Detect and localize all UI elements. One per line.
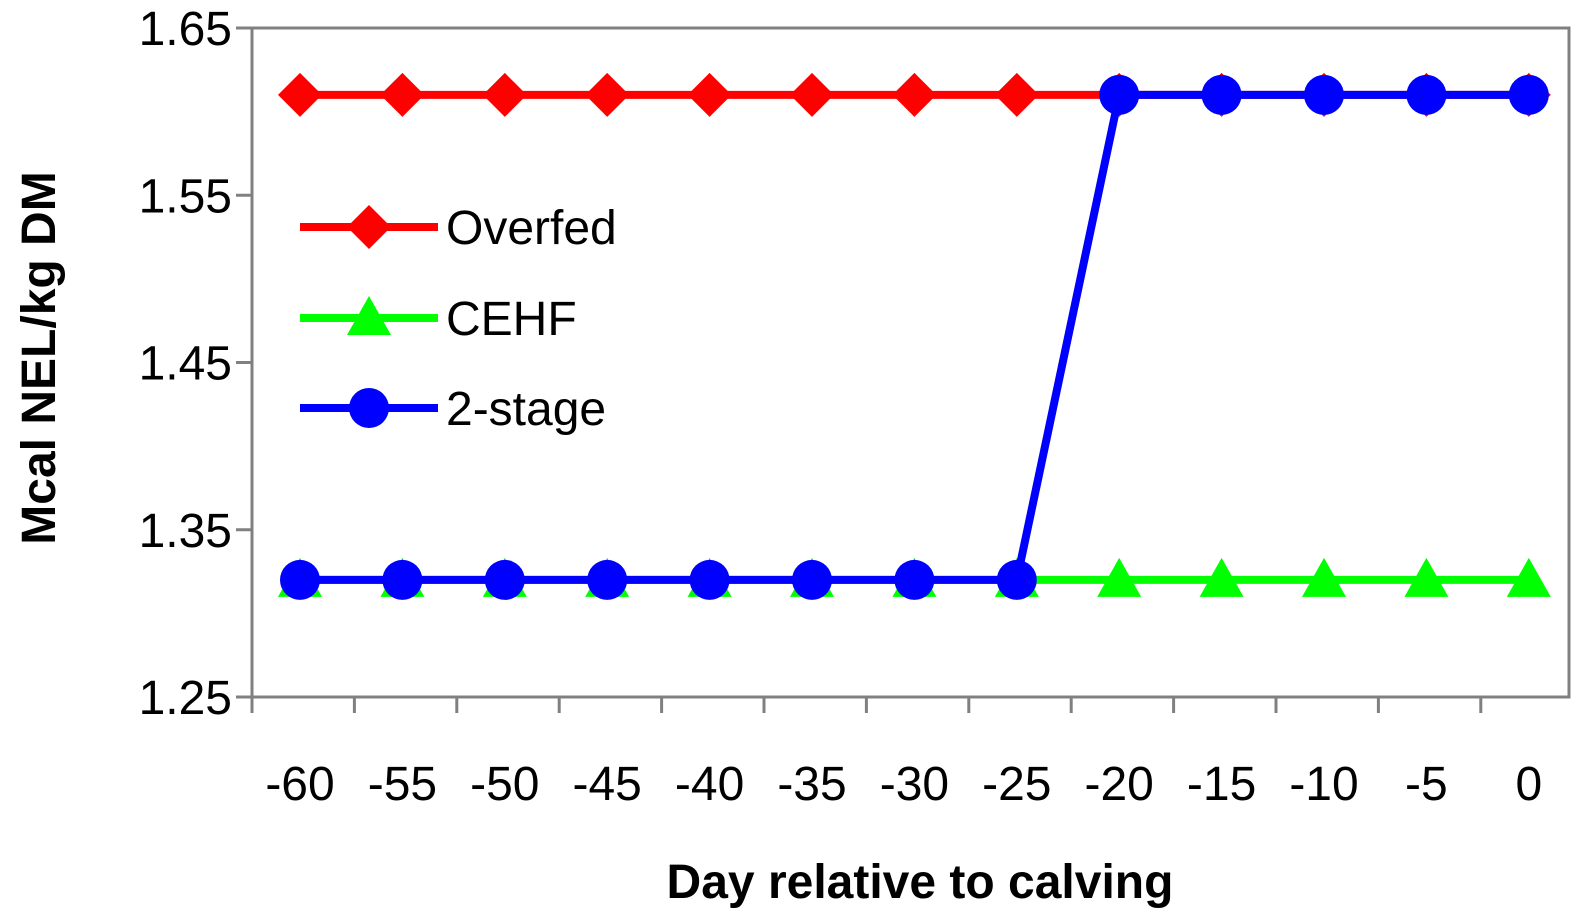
x-tick-label: -45: [573, 758, 642, 811]
x-axis: -60 -55 -50 -45 -40 -35 -30 -25 -20 -15 -10 -5 0: [250, 697, 1542, 811]
legend-entry-cehf: CEHF: [300, 293, 577, 346]
data-point-2-stage: [1508, 74, 1549, 115]
legend-label: Overfed: [446, 202, 617, 255]
data-point-2-stage: [1099, 74, 1140, 115]
legend: Overfed CEHF 2-stage: [300, 202, 617, 436]
legend-label: CEHF: [446, 293, 577, 346]
data-point-overfed: [278, 72, 322, 117]
series-group: [278, 72, 1551, 600]
legend-marker: [349, 388, 389, 428]
data-point-overfed: [380, 72, 425, 117]
x-tick-label: -15: [1187, 758, 1256, 811]
data-point-cehf: [1506, 557, 1551, 597]
data-point-2-stage: [894, 559, 935, 600]
data-point-2-stage: [1304, 74, 1344, 115]
data-point-cehf: [1302, 557, 1346, 597]
data-point-overfed: [790, 72, 834, 117]
x-tick-label: -50: [470, 758, 539, 811]
y-tick-label: 1.45: [139, 338, 232, 391]
data-point-2-stage: [996, 559, 1037, 600]
data-point-2-stage: [382, 559, 423, 600]
x-tick-label: -20: [1085, 758, 1154, 811]
series-2-stage: [280, 74, 1549, 600]
data-point-2-stage: [484, 559, 525, 600]
x-tick-label: -5: [1405, 758, 1448, 811]
data-point-2-stage: [1406, 74, 1447, 115]
data-point-cehf: [1097, 557, 1142, 597]
y-tick-label: 1.25: [139, 672, 232, 725]
x-tick-label: -35: [777, 758, 846, 811]
legend-entry-overfed: Overfed: [300, 202, 617, 255]
x-tick-label: -60: [265, 758, 334, 811]
data-point-cehf: [1404, 557, 1449, 597]
x-tick-label: -55: [368, 758, 437, 811]
legend-label: 2-stage: [446, 383, 606, 436]
data-point-2-stage: [1201, 74, 1242, 115]
x-axis-title: Day relative to calving: [667, 856, 1174, 909]
x-tick-label: -30: [880, 758, 949, 811]
data-point-cehf: [1199, 557, 1244, 597]
data-point-overfed: [892, 72, 937, 117]
x-tick-label: -40: [675, 758, 744, 811]
x-tick-label: -25: [982, 758, 1051, 811]
data-point-overfed: [482, 72, 527, 117]
data-point-overfed: [687, 72, 732, 117]
y-axis: 1.25 1.35 1.45 1.55 1.65: [139, 3, 252, 725]
legend-entry-2-stage: 2-stage: [300, 383, 606, 436]
x-tick-label: 0: [1515, 758, 1542, 811]
data-point-2-stage: [280, 559, 320, 600]
legend-marker: [347, 205, 391, 249]
x-tick-label: -10: [1289, 758, 1358, 811]
data-point-overfed: [585, 72, 630, 117]
data-point-2-stage: [587, 559, 628, 600]
data-point-overfed: [994, 72, 1039, 117]
y-tick-label: 1.55: [139, 170, 232, 223]
y-axis-title: Mcal NEL/kg DM: [13, 171, 66, 544]
data-point-2-stage: [792, 559, 832, 600]
legend-marker: [347, 296, 391, 335]
data-point-2-stage: [689, 559, 730, 600]
y-tick-label: 1.35: [139, 505, 232, 558]
y-tick-label: 1.65: [139, 3, 232, 56]
